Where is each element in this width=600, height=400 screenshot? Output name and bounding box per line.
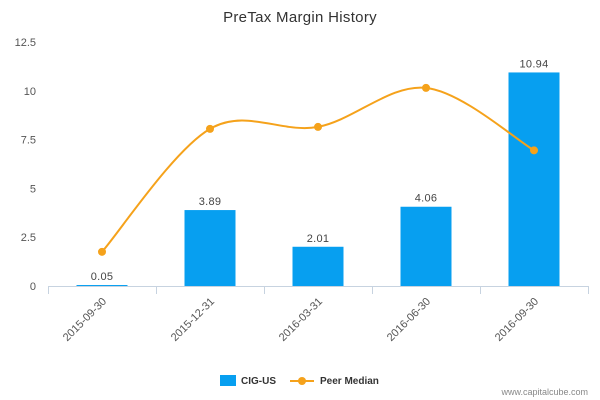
x-tick-label: 2016-06-30 bbox=[385, 296, 433, 344]
source-credit: www.capitalcube.com bbox=[500, 387, 588, 397]
x-axis: 2015-09-30 2015-12-31 2016-03-31 2016-06-30… bbox=[48, 286, 589, 344]
legend-swatch-bar bbox=[220, 375, 236, 386]
chart-title: PreTax Margin History bbox=[223, 9, 377, 26]
bar bbox=[76, 285, 128, 286]
data-label: 4.06 bbox=[415, 193, 438, 205]
legend-label: Peer Median bbox=[320, 376, 379, 387]
peer-median-line bbox=[101, 86, 535, 253]
y-tick-label: 7.5 bbox=[21, 135, 36, 147]
x-tick-label: 2015-09-30 bbox=[61, 296, 109, 344]
bar bbox=[292, 246, 344, 286]
x-tick-label: 2016-09-30 bbox=[493, 296, 541, 344]
y-tick-label: 12.5 bbox=[15, 37, 36, 49]
legend: CIG-US Peer Median bbox=[220, 375, 379, 387]
bar bbox=[184, 210, 236, 286]
y-tick-label: 5 bbox=[30, 183, 36, 195]
bar bbox=[508, 72, 560, 286]
x-tick-label: 2016-03-31 bbox=[277, 296, 325, 344]
y-tick-label: 0 bbox=[30, 281, 36, 293]
data-label: 3.89 bbox=[199, 196, 222, 208]
legend-label: CIG-US bbox=[241, 376, 276, 387]
line-point bbox=[98, 247, 106, 256]
line-series bbox=[98, 83, 538, 256]
line-point bbox=[314, 122, 322, 131]
data-label: 10.94 bbox=[519, 58, 548, 70]
y-axis: 0 2.5 5 7.5 10 12.5 bbox=[15, 37, 36, 293]
y-tick-label: 2.5 bbox=[21, 232, 36, 244]
bar-series: 0.05 3.89 2.01 4.06 10.94 bbox=[76, 58, 560, 286]
line-point bbox=[206, 124, 214, 133]
data-label: 0.05 bbox=[91, 271, 114, 283]
data-label: 2.01 bbox=[307, 233, 330, 245]
x-tick-label: 2015-12-31 bbox=[169, 296, 217, 344]
y-tick-label: 10 bbox=[24, 86, 36, 98]
bar bbox=[400, 206, 452, 286]
legend-swatch-point bbox=[298, 377, 306, 385]
line-point bbox=[530, 146, 538, 155]
line-point bbox=[422, 83, 430, 92]
